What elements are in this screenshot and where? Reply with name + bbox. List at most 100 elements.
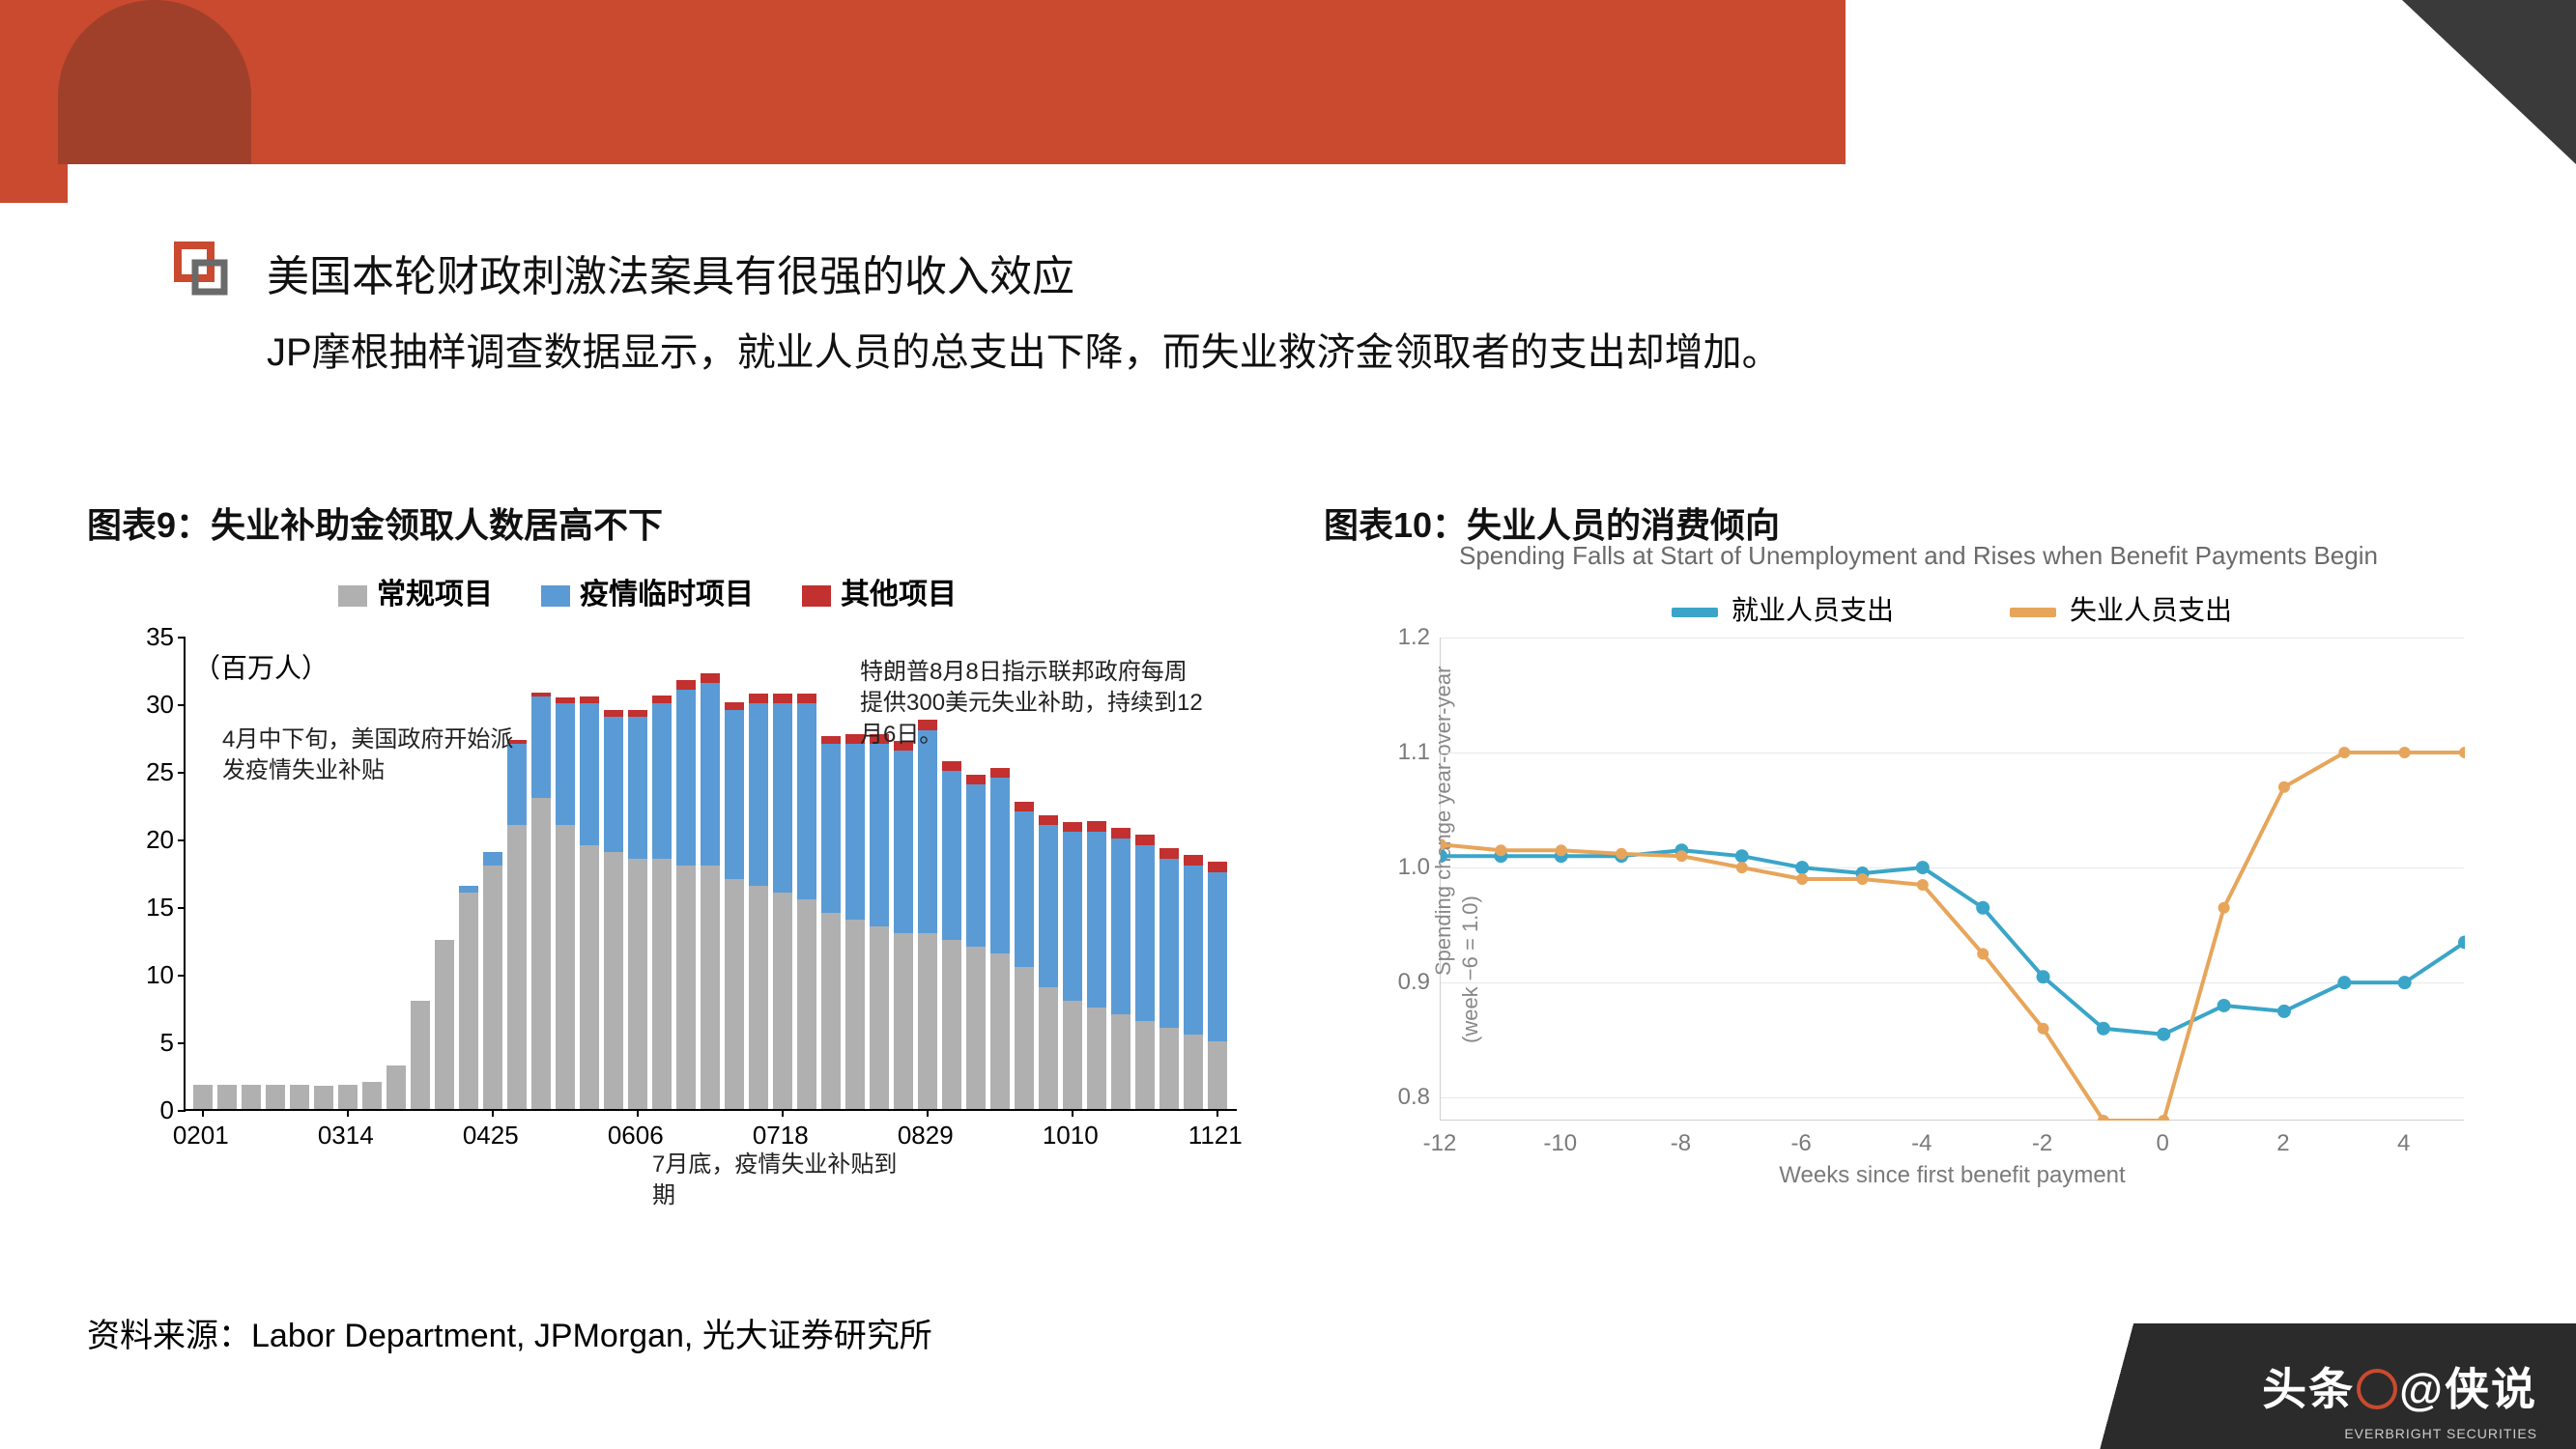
- chart10-xlabel: -10: [1543, 1130, 1577, 1157]
- bar: [628, 710, 647, 1109]
- chart10-xlabel: 4: [2397, 1130, 2410, 1157]
- chart9-note: 7月底，疫情失业补贴到期: [652, 1150, 903, 1212]
- bar: [483, 852, 502, 1109]
- chart9-ylabel: 30: [116, 690, 174, 720]
- bar: [193, 1085, 213, 1109]
- chart10-subtitle: Spending Falls at Start of Unemployment …: [1459, 541, 2378, 571]
- chart10-xlabel: -6: [1790, 1130, 1811, 1157]
- bar: [821, 736, 841, 1109]
- brand-ring-icon: [2357, 1369, 2397, 1409]
- bar: [459, 886, 478, 1109]
- chart9-ylabel: 35: [116, 622, 174, 652]
- bar: [386, 1065, 406, 1109]
- legend-item: 就业人员支出: [1672, 589, 1894, 628]
- bar: [725, 702, 744, 1109]
- chart10-ylabel: 1.0: [1382, 854, 1430, 881]
- chart10-plot: Spending change year-over-year (week −6 …: [1440, 638, 2464, 1121]
- chart10-ylabel: 0.8: [1382, 1084, 1430, 1111]
- bar: [942, 761, 961, 1109]
- chart9: 常规项目疫情临时项目其他项目 （百万人） 05101520253035 0201…: [87, 570, 1246, 1208]
- chart9-xlabel: 0718: [753, 1121, 809, 1151]
- title-block: 美国本轮财政刺激法案具有很强的收入效应 JP摩根抽样调查数据显示，就业人员的总支…: [174, 242, 1781, 377]
- bar: [1184, 855, 1203, 1109]
- bar: [507, 740, 527, 1109]
- bar: [266, 1085, 285, 1109]
- chart9-note: 4月中下旬，美国政府开始派发疫情失业补贴: [222, 724, 531, 787]
- chart10-xlabel: -2: [2032, 1130, 2052, 1157]
- bar: [290, 1085, 309, 1109]
- bar: [411, 1001, 430, 1109]
- chart10-xlabel: -4: [1911, 1130, 1932, 1157]
- chart10-xlabel: -12: [1423, 1130, 1457, 1157]
- chart9-xlabel: 0201: [173, 1121, 229, 1151]
- bar: [1015, 802, 1034, 1109]
- bar: [580, 696, 599, 1109]
- brand-corner: 头条 @侠说 EVERBRIGHT SECURITIES: [2074, 1323, 2576, 1449]
- chart9-ylabel: 20: [116, 825, 174, 855]
- brand-sub: EVERBRIGHT SECURITIES: [2344, 1426, 2537, 1441]
- chart10-ylabel: 1.2: [1382, 624, 1430, 651]
- chart9-xlabel: 1121: [1188, 1121, 1243, 1151]
- brand-text: 头条 @侠说: [2262, 1354, 2537, 1418]
- bar: [990, 768, 1010, 1109]
- chart10-ylabel: 0.9: [1382, 969, 1430, 996]
- chart10-xlabel: 0: [2157, 1130, 2169, 1157]
- chart9-legend: 常规项目 疫情临时项目 其他项目: [338, 570, 957, 612]
- chart9-note: 特朗普8月8日指示联邦政府每周提供300美元失业补助，持续到12月6日。: [860, 657, 1208, 751]
- chart10-legend: 就业人员支出 失业人员支出: [1672, 589, 2232, 628]
- chart10-ylabel: 1.1: [1382, 739, 1430, 766]
- chart9-xlabel: 0606: [608, 1121, 664, 1151]
- bar: [338, 1085, 358, 1109]
- bar: [1039, 815, 1058, 1109]
- chart9-xlabel: 0425: [463, 1121, 519, 1151]
- bar: [918, 720, 937, 1109]
- bar: [556, 697, 575, 1109]
- bar: [701, 673, 720, 1109]
- header-bar: [0, 0, 1846, 164]
- bar: [604, 710, 623, 1109]
- bar: [531, 693, 551, 1109]
- bar: [1087, 821, 1106, 1109]
- bar: [966, 775, 986, 1109]
- chart10-svg: [1441, 638, 2465, 1121]
- bar: [435, 940, 454, 1109]
- chart9-ylabel: 10: [116, 960, 174, 990]
- bar: [1208, 862, 1227, 1109]
- legend-item: 失业人员支出: [2010, 589, 2232, 628]
- bar: [217, 1085, 237, 1109]
- bar: [749, 694, 768, 1109]
- header-lip: [0, 164, 68, 203]
- bar: [242, 1085, 261, 1109]
- chart9-ylabel: 0: [116, 1095, 174, 1125]
- bar: [773, 694, 792, 1109]
- chart9-ylabel: 25: [116, 757, 174, 787]
- header-wedge: [2402, 0, 2576, 164]
- chart10-xlabel: -8: [1671, 1130, 1691, 1157]
- bar: [314, 1086, 333, 1109]
- bar: [1111, 828, 1131, 1109]
- chart9-ylabel: 5: [116, 1028, 174, 1058]
- chart10-xlabel: Weeks since first benefit payment: [1779, 1162, 2125, 1189]
- chart9-xlabel: 0314: [318, 1121, 374, 1151]
- bar: [652, 696, 672, 1109]
- bar: [676, 680, 696, 1109]
- chart9-xlabel: 1010: [1043, 1121, 1099, 1151]
- bar: [362, 1082, 382, 1109]
- source-text: 资料来源：Labor Department, JPMorgan, 光大证券研究所: [87, 1309, 932, 1356]
- title-line1: 美国本轮财政刺激法案具有很强的收入效应: [267, 242, 1781, 303]
- bar: [797, 694, 816, 1109]
- legend-item: 疫情临时项目: [541, 570, 754, 612]
- title-line2: JP摩根抽样调查数据显示，就业人员的总支出下降，而失业救济金领取者的支出却增加。: [267, 321, 1781, 377]
- brand-text-b: @侠说: [2399, 1364, 2537, 1414]
- bar: [894, 741, 913, 1109]
- brand-text-a: 头条: [2262, 1364, 2355, 1414]
- chart10-xlabel: 2: [2276, 1130, 2289, 1157]
- chart9-ylabel: 15: [116, 893, 174, 923]
- legend-item: 其他项目: [802, 570, 957, 612]
- legend-item: 常规项目: [338, 570, 493, 612]
- chart9-xlabel: 0829: [898, 1121, 954, 1151]
- overlap-squares-icon: [174, 242, 228, 377]
- bar: [870, 734, 889, 1109]
- chart9-title: 图表9：失业补助金领取人数居高不下: [87, 497, 663, 548]
- bar: [1063, 822, 1082, 1109]
